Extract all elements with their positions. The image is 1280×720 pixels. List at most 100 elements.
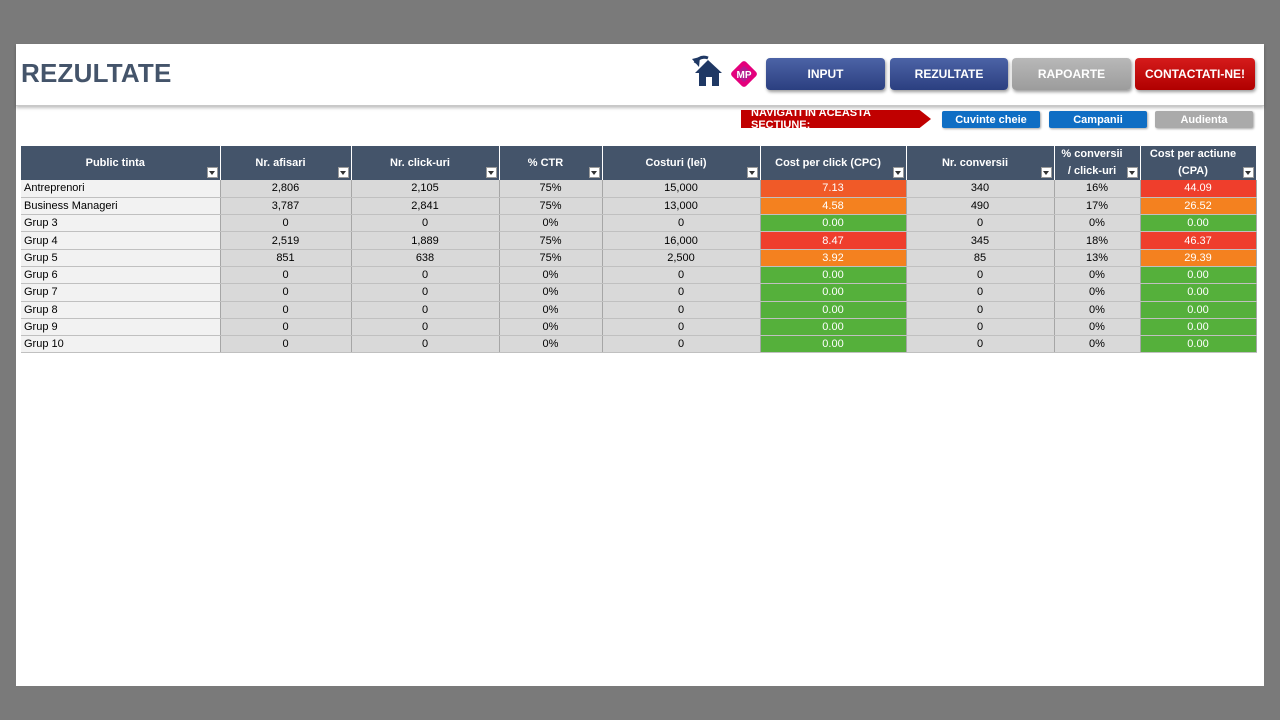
table-cell[interactable]: 0 — [906, 266, 1055, 285]
table-cell[interactable]: 0% — [499, 214, 603, 233]
table-cell[interactable]: 2,841 — [351, 197, 500, 216]
filter-dropdown-icon[interactable] — [337, 167, 349, 178]
input-button[interactable]: INPUT — [766, 58, 885, 90]
table-cell[interactable]: 0% — [1054, 266, 1141, 285]
table-cell[interactable]: 0 — [220, 335, 352, 354]
audienta-button[interactable]: Audienta — [1155, 111, 1253, 128]
table-cell[interactable]: 0.00 — [1140, 318, 1257, 337]
table-cell[interactable]: 0 — [220, 318, 352, 337]
table-cell[interactable]: 0% — [1054, 318, 1141, 337]
table-cell[interactable]: 638 — [351, 249, 500, 267]
table-cell[interactable]: 0.00 — [1140, 214, 1257, 233]
table-cell[interactable]: 3,787 — [220, 197, 352, 216]
row-label-cell[interactable]: Grup 10 — [21, 335, 221, 354]
rapoarte-button[interactable]: RAPOARTE — [1012, 58, 1131, 90]
table-cell[interactable]: 0% — [1054, 335, 1141, 354]
table-cell[interactable]: 0.00 — [760, 301, 907, 319]
table-cell[interactable]: 0.00 — [1140, 335, 1257, 354]
table-cell[interactable]: 18% — [1054, 231, 1141, 250]
table-cell[interactable]: 0.00 — [1140, 266, 1257, 285]
table-cell[interactable]: 17% — [1054, 197, 1141, 216]
table-cell[interactable]: 2,806 — [220, 180, 352, 198]
cuvinte-cheie-button[interactable]: Cuvinte cheie — [942, 111, 1040, 128]
table-cell[interactable]: 13% — [1054, 249, 1141, 267]
table-cell[interactable]: 1,889 — [351, 231, 500, 250]
table-cell[interactable]: 0 — [906, 335, 1055, 354]
filter-dropdown-icon[interactable] — [206, 167, 218, 178]
row-label-cell[interactable]: Grup 6 — [21, 266, 221, 285]
table-cell[interactable]: 75% — [499, 197, 603, 216]
table-cell[interactable]: 0 — [906, 301, 1055, 319]
table-cell[interactable]: 0 — [906, 283, 1055, 302]
table-cell[interactable]: 345 — [906, 231, 1055, 250]
filter-dropdown-icon[interactable] — [1040, 167, 1052, 178]
table-cell[interactable]: 0% — [499, 318, 603, 337]
row-label-cell[interactable]: Grup 5 — [21, 249, 221, 267]
table-cell[interactable]: 29.39 — [1140, 249, 1257, 267]
filter-dropdown-icon[interactable] — [892, 167, 904, 178]
table-cell[interactable]: 0 — [220, 266, 352, 285]
table-cell[interactable]: 7.13 — [760, 180, 907, 198]
table-cell[interactable]: 0.00 — [1140, 301, 1257, 319]
table-cell[interactable]: 0 — [220, 214, 352, 233]
filter-dropdown-icon[interactable] — [485, 167, 497, 178]
table-cell[interactable]: 0.00 — [1140, 283, 1257, 302]
row-label-cell[interactable]: Grup 3 — [21, 214, 221, 233]
table-cell[interactable]: 0 — [906, 318, 1055, 337]
table-cell[interactable]: 0 — [351, 318, 500, 337]
row-label-cell[interactable]: Grup 4 — [21, 231, 221, 250]
table-cell[interactable]: 0 — [602, 266, 761, 285]
table-cell[interactable]: 0 — [351, 283, 500, 302]
table-cell[interactable]: 0 — [351, 214, 500, 233]
table-cell[interactable]: 340 — [906, 180, 1055, 198]
table-cell[interactable]: 0% — [1054, 283, 1141, 302]
table-cell[interactable]: 26.52 — [1140, 197, 1257, 216]
table-cell[interactable]: 0 — [220, 283, 352, 302]
table-cell[interactable]: 0 — [602, 335, 761, 354]
rezultate-button[interactable]: REZULTATE — [890, 58, 1008, 90]
table-cell[interactable]: 46.37 — [1140, 231, 1257, 250]
table-cell[interactable]: 44.09 — [1140, 180, 1257, 198]
table-cell[interactable]: 4.58 — [760, 197, 907, 216]
table-cell[interactable]: 0.00 — [760, 318, 907, 337]
table-cell[interactable]: 3.92 — [760, 249, 907, 267]
table-cell[interactable]: 75% — [499, 180, 603, 198]
filter-dropdown-icon[interactable] — [588, 167, 600, 178]
home-back-icon[interactable] — [692, 53, 724, 87]
table-cell[interactable]: 0.00 — [760, 266, 907, 285]
table-cell[interactable]: 0 — [351, 335, 500, 354]
table-cell[interactable]: 75% — [499, 249, 603, 267]
table-cell[interactable]: 8.47 — [760, 231, 907, 250]
table-cell[interactable]: 75% — [499, 231, 603, 250]
table-cell[interactable]: 0% — [499, 283, 603, 302]
table-cell[interactable]: 0.00 — [760, 214, 907, 233]
table-cell[interactable]: 0 — [351, 266, 500, 285]
filter-dropdown-icon[interactable] — [1126, 167, 1138, 178]
table-cell[interactable]: 851 — [220, 249, 352, 267]
row-label-cell[interactable]: Grup 7 — [21, 283, 221, 302]
table-cell[interactable]: 0 — [602, 214, 761, 233]
table-cell[interactable]: 0 — [906, 214, 1055, 233]
table-cell[interactable]: 0% — [1054, 214, 1141, 233]
row-label-cell[interactable]: Grup 9 — [21, 318, 221, 337]
table-cell[interactable]: 13,000 — [602, 197, 761, 216]
filter-dropdown-icon[interactable] — [1242, 167, 1254, 178]
contactati-ne-button[interactable]: CONTACTATI-NE! — [1135, 58, 1255, 90]
table-cell[interactable]: 0 — [602, 283, 761, 302]
filter-dropdown-icon[interactable] — [746, 167, 758, 178]
table-cell[interactable]: 490 — [906, 197, 1055, 216]
table-cell[interactable]: 0% — [1054, 301, 1141, 319]
row-label-cell[interactable]: Antreprenori — [21, 180, 221, 198]
table-cell[interactable]: 0 — [220, 301, 352, 319]
row-label-cell[interactable]: Grup 8 — [21, 301, 221, 319]
table-cell[interactable]: 16% — [1054, 180, 1141, 198]
table-cell[interactable]: 0 — [602, 318, 761, 337]
table-cell[interactable]: 2,519 — [220, 231, 352, 250]
table-cell[interactable]: 85 — [906, 249, 1055, 267]
table-cell[interactable]: 0% — [499, 266, 603, 285]
table-cell[interactable]: 0.00 — [760, 335, 907, 354]
table-cell[interactable]: 0 — [351, 301, 500, 319]
table-cell[interactable]: 0% — [499, 335, 603, 354]
table-cell[interactable]: 2,500 — [602, 249, 761, 267]
table-cell[interactable]: 0.00 — [760, 283, 907, 302]
